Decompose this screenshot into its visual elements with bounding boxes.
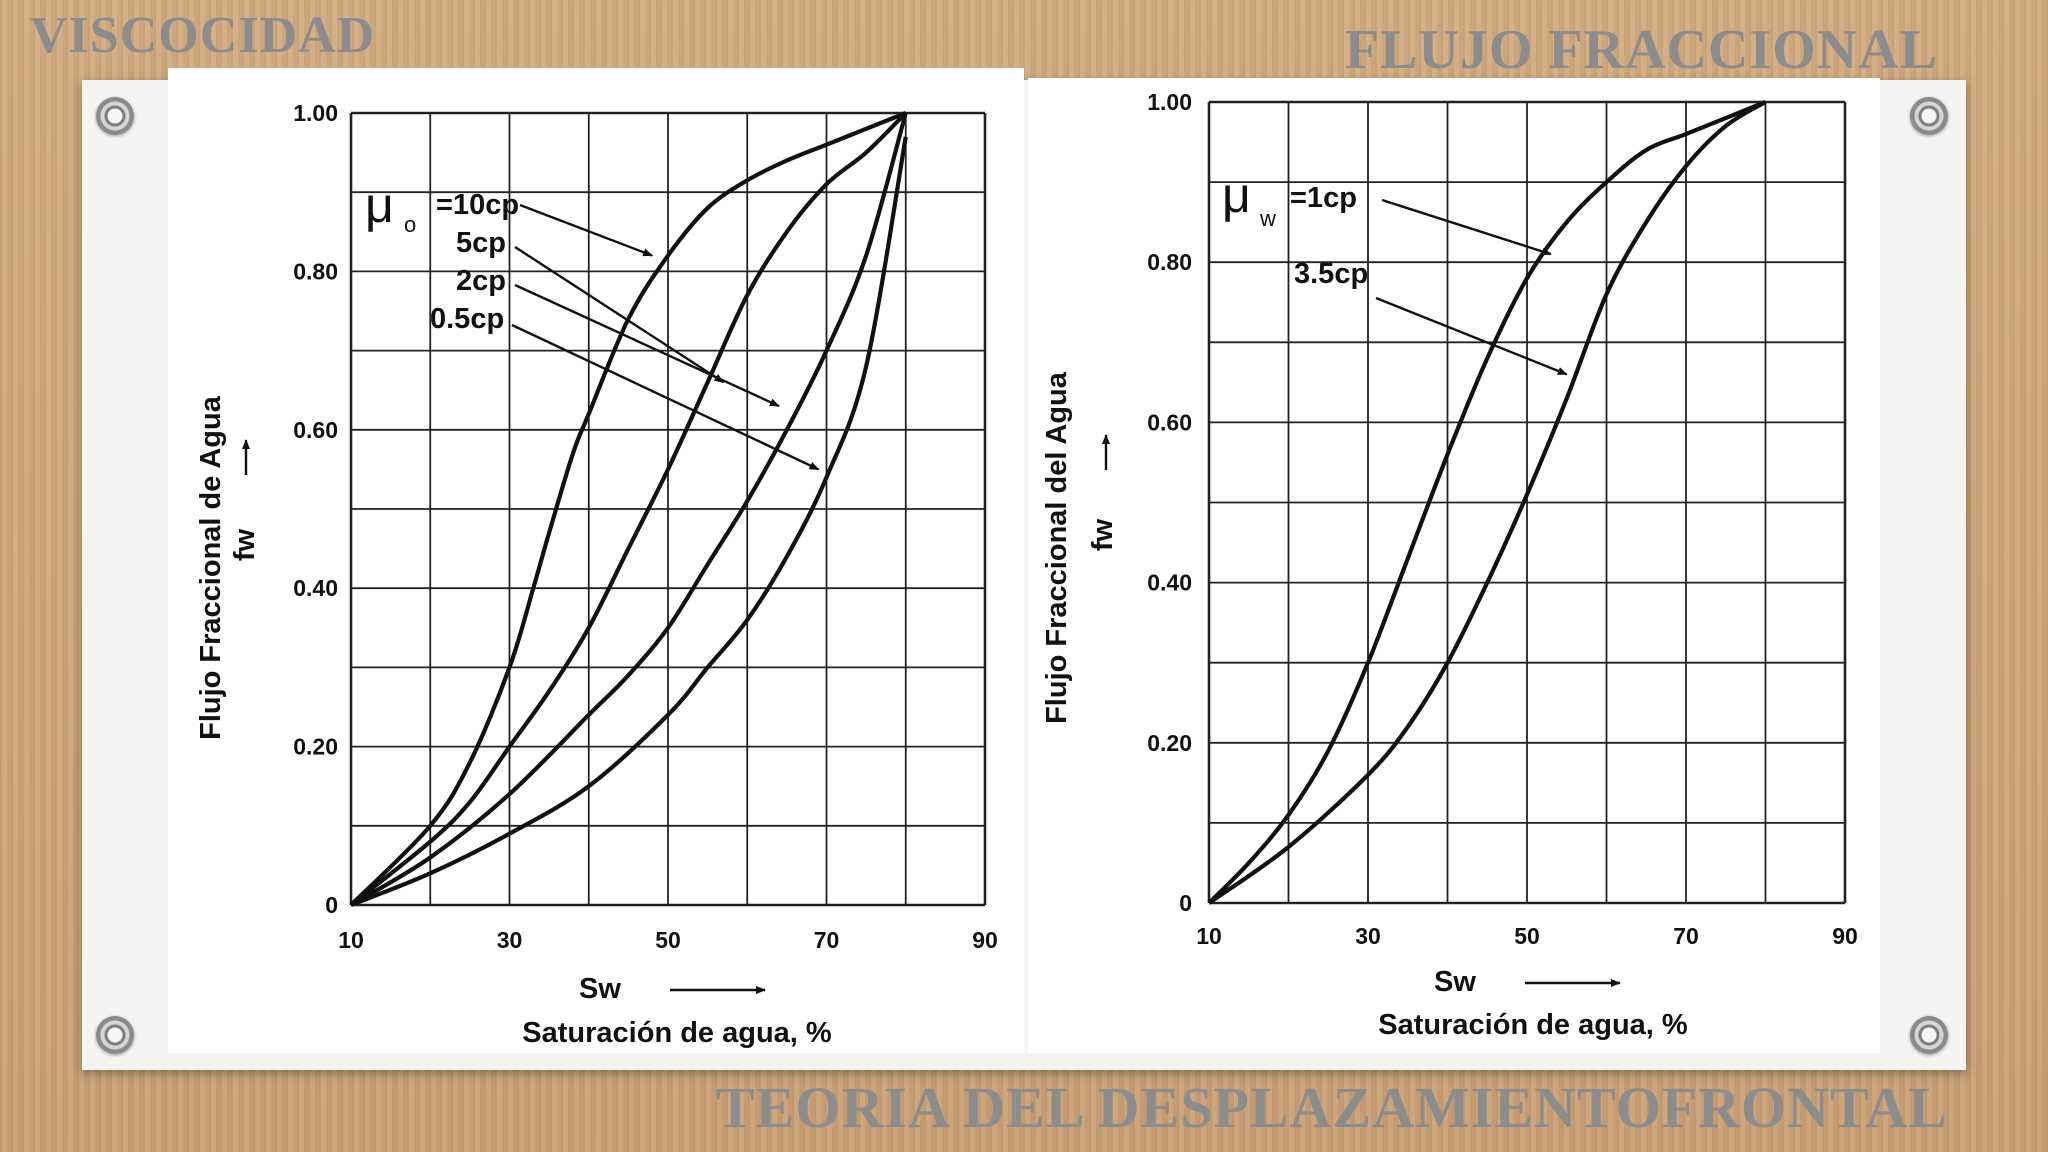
- y-tick-label: 0.20: [293, 734, 338, 760]
- grommet-icon: [96, 1016, 134, 1054]
- x-tick-label: 70: [1673, 923, 1699, 949]
- y-tick-label: 0.80: [1147, 249, 1192, 275]
- y-tick-label: 0: [1179, 890, 1192, 916]
- leader-arrow: [514, 283, 780, 408]
- x-tick-label: 30: [497, 927, 523, 953]
- x-axis-symbol: Sw: [579, 973, 621, 1005]
- curve-label-10cp: =10cp: [436, 189, 519, 221]
- y-axis-title: Flujo Fraccional de Agua: [195, 395, 227, 740]
- grommet-icon: [96, 97, 134, 135]
- grommet-icon: [1910, 97, 1948, 135]
- leader-arrow: [511, 323, 820, 471]
- y-axis-subtitle: fw: [229, 528, 261, 561]
- series-line-2cp: [349, 112, 908, 907]
- chart-panel-left: [168, 68, 1024, 1053]
- curve-label-2cp: 2cp: [456, 265, 506, 297]
- curve-label-3-5cp: 3.5cp: [1294, 258, 1368, 290]
- curve-label-0-5cp: 0.5cp: [430, 303, 504, 335]
- y-tick-label: 0.40: [1147, 570, 1192, 596]
- grid: [349, 111, 987, 907]
- y-tick-label: 0.80: [293, 258, 338, 284]
- x-tick-label: 10: [1196, 923, 1222, 949]
- legend-mu-subscript: o: [404, 212, 416, 237]
- x-tick-label: 50: [655, 927, 681, 953]
- grid: [1207, 100, 1847, 905]
- x-axis-symbol: Sw: [1434, 966, 1476, 998]
- y-axis-title: Flujo Fraccional del Agua: [1041, 371, 1073, 724]
- x-tick-label: 90: [972, 927, 998, 953]
- slide-title-teoria: TEORIA DEL DESPLAZAMIENTOFRONTAL: [716, 1075, 1948, 1140]
- y-tick-label: 0: [325, 892, 338, 918]
- x-axis-title: Saturación de agua, %: [1378, 1009, 1688, 1041]
- y-tick-label: 1.00: [293, 100, 338, 126]
- x-tick-label: 10: [338, 927, 364, 953]
- legend-mu-symbol: μ: [365, 177, 394, 233]
- y-axis-subtitle: fw: [1087, 518, 1119, 551]
- x-tick-label: 70: [814, 927, 840, 953]
- leader-arrow: [519, 203, 654, 257]
- series-line-3-5cp: [1207, 100, 1767, 905]
- y-tick-label: 0.60: [1147, 409, 1192, 435]
- x-tick-label: 30: [1355, 923, 1381, 949]
- curve-label-5cp: 5cp: [456, 227, 506, 259]
- leader-arrow: [514, 245, 725, 384]
- slide-title-flujo-fraccional: FLUJO FRACCIONAL: [1344, 19, 1938, 81]
- leader-arrow: [1381, 198, 1552, 256]
- y-tick-label: 0.40: [293, 575, 338, 601]
- x-tick-label: 90: [1832, 923, 1858, 949]
- y-tick-label: 0.60: [293, 417, 338, 443]
- series-line-10cp: [349, 111, 907, 907]
- slide-title-viscosidad: VISCOCIDAD: [30, 7, 376, 64]
- y-tick-label: 1.00: [1147, 89, 1192, 115]
- leader-arrow: [1375, 296, 1568, 376]
- grommet-icon: [1910, 1016, 1948, 1054]
- chart-panel-right: [1028, 78, 1880, 1053]
- legend-mu-subscript: w: [1259, 206, 1276, 231]
- series-line-1cp: [1207, 100, 1767, 905]
- series-line-5cp: [349, 111, 908, 907]
- y-tick-label: 0.20: [1147, 730, 1192, 756]
- curve-label-1cp: =1cp: [1290, 182, 1357, 214]
- x-axis-title: Saturación de agua, %: [522, 1017, 832, 1049]
- series-line-0-5cp: [350, 136, 908, 907]
- legend-mu-symbol: μ: [1222, 167, 1251, 223]
- x-tick-label: 50: [1514, 923, 1540, 949]
